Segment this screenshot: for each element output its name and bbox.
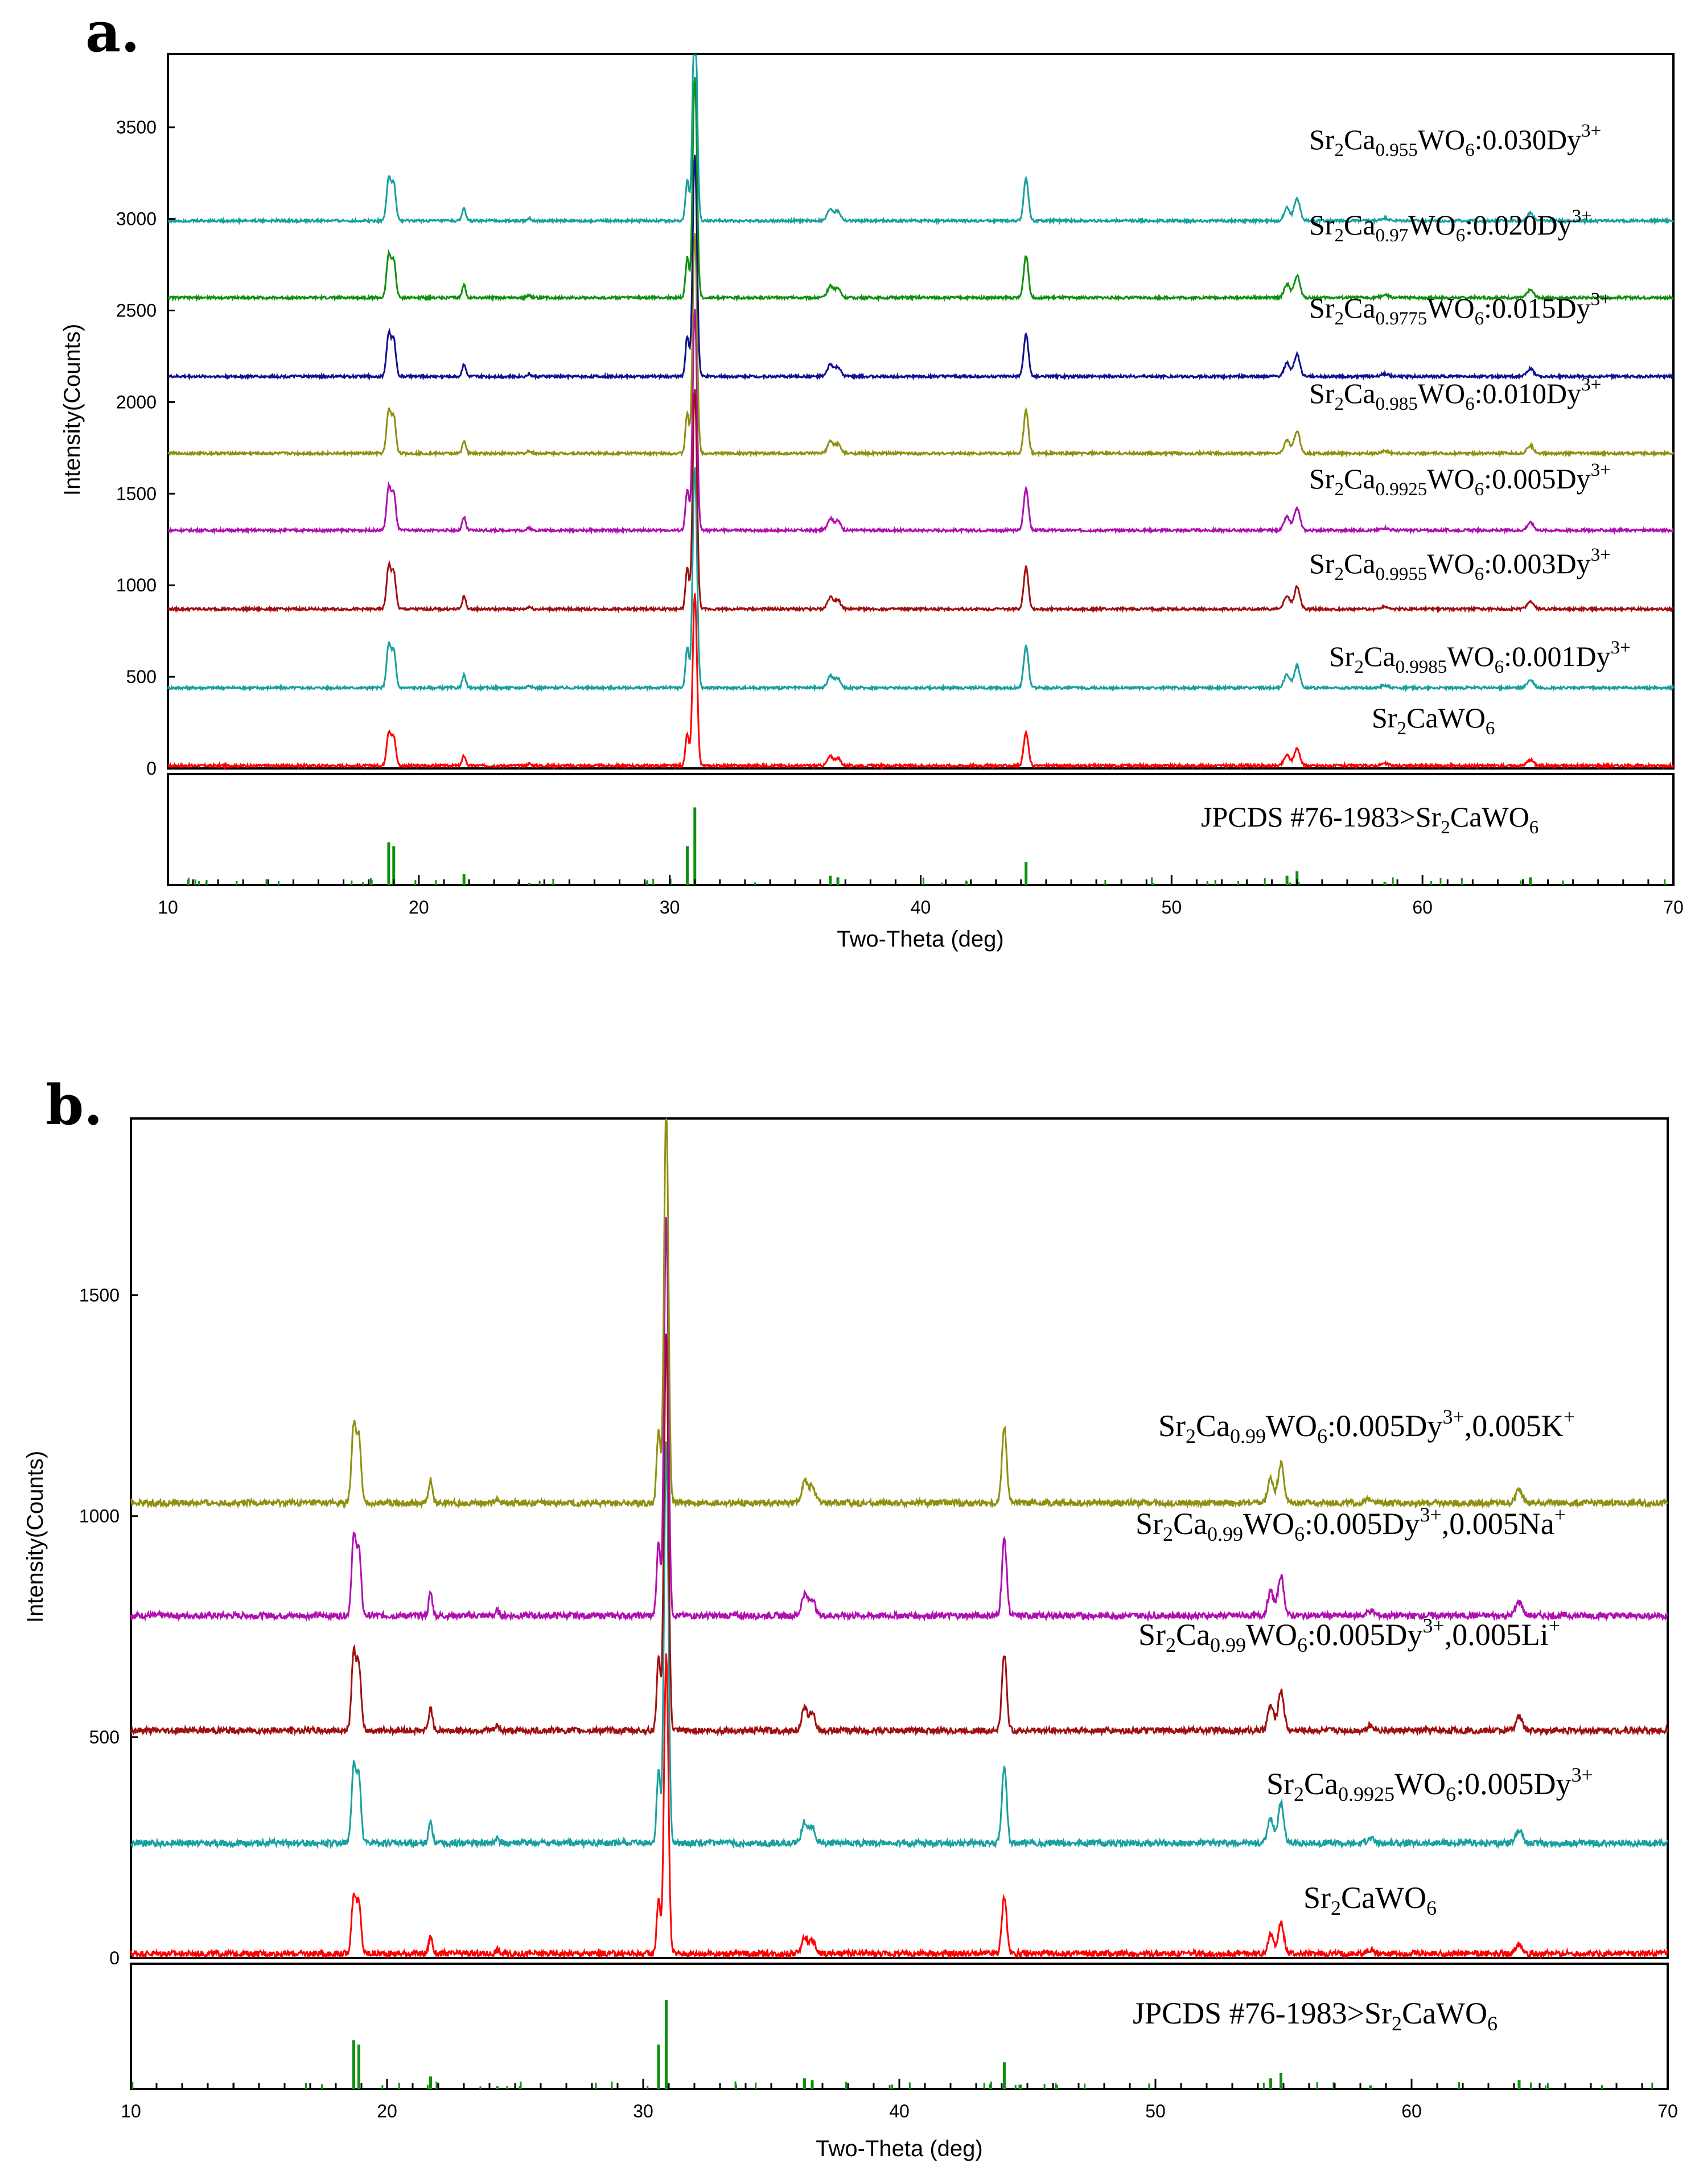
x-tick-label-b-5: 60	[1401, 2101, 1422, 2121]
y-tick-label-a-7: 3500	[116, 117, 157, 138]
series-label-a-3: Sr2Ca0.9925WO6:0.005Dy3+	[1309, 460, 1611, 500]
y-tick-label-b-2: 1000	[79, 1506, 120, 1527]
panel-b: b. Sr2CaWO6Sr2Ca0.9925WO6:0.005Dy3+Sr2Ca…	[23, 1073, 1678, 2161]
y-tick-label-a-0: 0	[146, 758, 157, 779]
x-tick-label-b-0: 10	[121, 2101, 141, 2121]
y-tick-label-b-0: 0	[109, 1948, 120, 1968]
y-tick-label-a-3: 1500	[116, 483, 157, 504]
series-line-b-3	[130, 1217, 1669, 1622]
panel-b-x-ticks: 10 20 30 40 50 60 70	[121, 2079, 1678, 2121]
series-label-b-0: Sr2CaWO6	[1303, 1881, 1437, 1919]
x-tick-label-b-3: 40	[889, 2101, 910, 2121]
series-line-a-6	[167, 77, 1674, 302]
series-line-a-5	[167, 154, 1675, 381]
reference-label-b: JPCDS #76-1983>Sr2CaWO6	[1133, 1996, 1498, 2035]
reference-label-a: JPCDS #76-1983>Sr2CaWO6	[1201, 801, 1539, 838]
series-label-b-3: Sr2Ca0.99WO6:0.005Dy3+,0.005Na+	[1136, 1503, 1566, 1545]
series-line-a-7	[167, 54, 1675, 225]
series-label-a-7: Sr2Ca0.955WO6:0.030Dy3+	[1309, 121, 1601, 161]
panel-b-main-frame	[130, 1117, 1669, 1959]
x-tick-label-a-5: 60	[1412, 897, 1433, 918]
series-line-b-2	[130, 1333, 1669, 1737]
panel-a-letter: a.	[85, 0, 140, 64]
x-tick-label-a-0: 10	[158, 897, 178, 918]
y-tick-label-a-2: 1000	[116, 575, 157, 595]
series-label-b-1: Sr2Ca0.9925WO6:0.005Dy3+	[1266, 1763, 1593, 1805]
panel-a-x-ticks: 10 20 30 40 50 60 70	[158, 875, 1684, 918]
panel-a-series-group	[167, 54, 1675, 771]
panel-b-letter: b.	[46, 1073, 103, 1137]
x-tick-label-b-2: 30	[633, 2101, 653, 2121]
series-line-a-3	[167, 309, 1674, 535]
panel-a-main-frame	[167, 53, 1675, 770]
series-label-a-6: Sr2Ca0.97WO6:0.020Dy3+	[1309, 206, 1592, 246]
series-line-a-0	[167, 593, 1675, 771]
x-tick-label-b-6: 70	[1657, 2101, 1678, 2121]
panel-a-y-axis-title: Intensity(Counts)	[60, 324, 85, 496]
panel-a-x-axis-title: Two-Theta (deg)	[837, 927, 1003, 952]
x-tick-label-b-1: 20	[377, 2101, 397, 2121]
series-label-a-4: Sr2Ca0.985WO6:0.010Dy3+	[1309, 375, 1601, 414]
series-label-a-5: Sr2Ca0.9775WO6:0.015Dy3+	[1309, 289, 1611, 329]
series-line-a-1	[167, 467, 1675, 693]
panel-b-y-axis-title: Intensity(Counts)	[23, 1451, 48, 1623]
y-tick-label-b-3: 1500	[79, 1285, 120, 1306]
y-tick-label-a-1: 500	[126, 667, 157, 687]
x-tick-label-a-2: 30	[660, 897, 680, 918]
panel-b-series-labels: Sr2CaWO6 Sr2Ca0.9925WO6:0.005Dy3+ Sr2Ca0.9…	[1133, 1405, 1593, 2035]
series-label-b-2: Sr2Ca0.99WO6:0.005Dy3+,0.005Li+	[1138, 1614, 1560, 1656]
panel-b-series-group	[130, 1117, 1669, 1960]
x-tick-label-a-4: 50	[1162, 897, 1182, 918]
panel-b-y-ticks: 0 500 1000 1500	[79, 1285, 138, 1968]
x-tick-label-a-3: 40	[911, 897, 931, 918]
series-label-a-0: Sr2CaWO6	[1372, 702, 1495, 739]
x-tick-label-a-1: 20	[409, 897, 429, 918]
y-tick-label-a-6: 3000	[116, 209, 157, 229]
y-tick-label-a-5: 2500	[116, 301, 157, 321]
y-tick-label-a-4: 2000	[116, 392, 157, 412]
x-tick-label-a-6: 70	[1663, 897, 1684, 918]
series-line-a-4	[167, 233, 1675, 458]
x-tick-label-b-4: 50	[1145, 2101, 1166, 2121]
panel-a: a. Sr2CaWO6Sr2Ca0.9985WO6:0.001Dy3+Sr2Ca…	[60, 0, 1684, 952]
y-tick-label-b-1: 500	[89, 1727, 120, 1747]
series-line-a-2	[167, 389, 1674, 614]
panel-a-series-labels: Sr2CaWO6 Sr2Ca0.9985WO6:0.001Dy3+ Sr2Ca0.9…	[1201, 121, 1631, 838]
panel-a-y-ticks: 0 500 1000 1500 2000 2500 3000 3500	[116, 117, 175, 779]
panel-b-reference-sticks	[131, 2000, 1653, 2089]
series-line-b-1	[130, 1441, 1669, 1850]
series-label-a-2: Sr2Ca0.9955WO6:0.003Dy3+	[1309, 545, 1611, 585]
panel-a-reference-sticks	[187, 807, 1666, 885]
panel-b-x-axis-title: Two-Theta (deg)	[816, 2136, 982, 2161]
series-line-b-0	[130, 1653, 1668, 1960]
series-line-b-4	[130, 1117, 1668, 1510]
series-label-b-4: Sr2Ca0.99WO6:0.005Dy3+,0.005K+	[1158, 1405, 1575, 1447]
series-label-a-1: Sr2Ca0.9985WO6:0.001Dy3+	[1329, 637, 1631, 677]
